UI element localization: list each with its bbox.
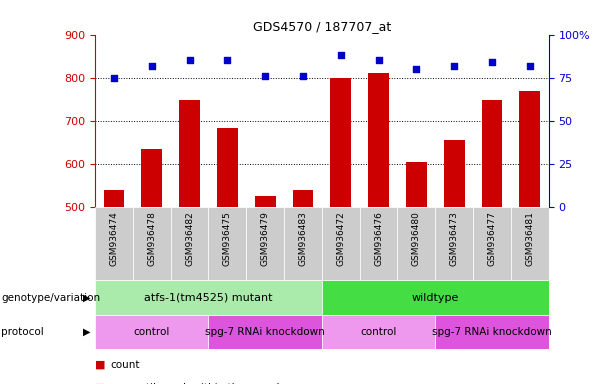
Bar — [142, 149, 162, 207]
Bar — [435, 207, 473, 280]
Text: GSM936472: GSM936472 — [336, 211, 345, 266]
Bar — [330, 78, 351, 207]
Text: spg-7 RNAi knockdown: spg-7 RNAi knockdown — [205, 327, 325, 337]
Text: genotype/variation: genotype/variation — [1, 293, 101, 303]
Text: wildtype: wildtype — [411, 293, 459, 303]
Text: GSM936475: GSM936475 — [223, 211, 232, 266]
Bar — [95, 280, 322, 315]
Text: ▶: ▶ — [83, 327, 91, 337]
Point — [298, 73, 308, 79]
Bar — [284, 207, 322, 280]
Text: control: control — [360, 327, 397, 337]
Point — [487, 59, 497, 65]
Bar — [255, 196, 275, 207]
Bar — [444, 141, 465, 207]
Text: spg-7 RNAi knockdown: spg-7 RNAi knockdown — [432, 327, 552, 337]
Bar — [104, 190, 124, 207]
Text: ▶: ▶ — [83, 293, 91, 303]
Text: protocol: protocol — [1, 327, 44, 337]
Point — [411, 66, 421, 72]
Text: GSM936479: GSM936479 — [261, 211, 270, 266]
Bar — [360, 207, 397, 280]
Point — [185, 58, 194, 64]
Text: percentile rank within the sample: percentile rank within the sample — [110, 383, 286, 384]
Bar — [217, 128, 238, 207]
Point — [373, 58, 384, 64]
Bar — [519, 91, 540, 207]
Bar — [95, 315, 208, 349]
Bar — [322, 315, 435, 349]
Text: control: control — [134, 327, 170, 337]
Bar — [322, 280, 549, 315]
Bar — [133, 207, 170, 280]
Bar — [511, 207, 549, 280]
Bar — [179, 100, 200, 207]
Point — [109, 75, 119, 81]
Point — [223, 58, 232, 64]
Bar — [435, 315, 549, 349]
Text: GSM936476: GSM936476 — [374, 211, 383, 266]
Bar — [368, 73, 389, 207]
Bar — [208, 315, 322, 349]
Bar — [406, 162, 427, 207]
Text: GSM936480: GSM936480 — [412, 211, 421, 266]
Bar — [246, 207, 284, 280]
Bar — [482, 100, 502, 207]
Text: atfs-1(tm4525) mutant: atfs-1(tm4525) mutant — [144, 293, 273, 303]
Bar — [397, 207, 435, 280]
Title: GDS4570 / 187707_at: GDS4570 / 187707_at — [253, 20, 391, 33]
Bar — [322, 207, 360, 280]
Text: GSM936483: GSM936483 — [299, 211, 308, 266]
Text: GSM936474: GSM936474 — [109, 211, 118, 266]
Bar — [473, 207, 511, 280]
Text: GSM936473: GSM936473 — [449, 211, 459, 266]
Text: GSM936482: GSM936482 — [185, 211, 194, 266]
Point — [147, 63, 156, 69]
Bar — [95, 207, 133, 280]
Text: GSM936477: GSM936477 — [487, 211, 497, 266]
Bar — [292, 190, 313, 207]
Bar — [170, 207, 208, 280]
Point — [449, 63, 459, 69]
Point — [525, 63, 535, 69]
Text: GSM936478: GSM936478 — [147, 211, 156, 266]
Point — [260, 73, 270, 79]
Text: count: count — [110, 360, 140, 370]
Point — [336, 52, 346, 58]
Bar — [208, 207, 246, 280]
Text: GSM936481: GSM936481 — [525, 211, 535, 266]
Text: ■: ■ — [95, 360, 105, 370]
Text: ■: ■ — [95, 383, 105, 384]
